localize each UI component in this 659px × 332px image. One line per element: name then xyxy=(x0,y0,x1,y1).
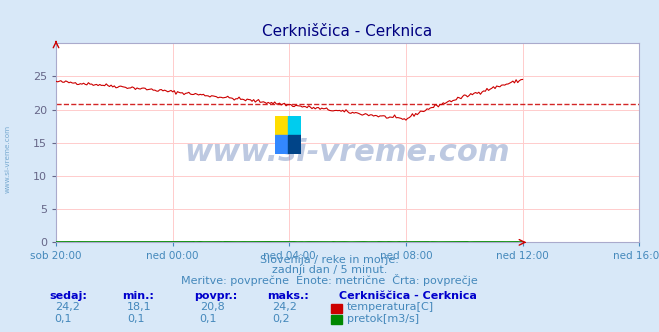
Text: www.si-vreme.com: www.si-vreme.com xyxy=(5,125,11,194)
Title: Cerkniščica - Cerknica: Cerkniščica - Cerknica xyxy=(262,24,433,39)
Text: 24,2: 24,2 xyxy=(272,302,297,312)
Text: 24,2: 24,2 xyxy=(55,302,80,312)
Text: 0,1: 0,1 xyxy=(127,314,145,324)
Bar xyxy=(275,135,288,154)
Text: Meritve: povprečne  Enote: metrične  Črta: povprečje: Meritve: povprečne Enote: metrične Črta:… xyxy=(181,274,478,286)
Bar xyxy=(288,135,301,154)
Text: 0,2: 0,2 xyxy=(272,314,290,324)
Text: pretok[m3/s]: pretok[m3/s] xyxy=(347,314,418,324)
Text: temperatura[C]: temperatura[C] xyxy=(347,302,434,312)
Bar xyxy=(288,116,301,135)
Text: sedaj:: sedaj: xyxy=(49,291,87,301)
Text: povpr.:: povpr.: xyxy=(194,291,238,301)
Bar xyxy=(275,116,288,135)
Text: Slovenija / reke in morje.: Slovenija / reke in morje. xyxy=(260,255,399,265)
Text: 20,8: 20,8 xyxy=(200,302,225,312)
Text: 0,1: 0,1 xyxy=(55,314,72,324)
Text: maks.:: maks.: xyxy=(267,291,308,301)
Text: Cerkniščica - Cerknica: Cerkniščica - Cerknica xyxy=(339,291,477,301)
Text: 18,1: 18,1 xyxy=(127,302,152,312)
Text: 0,1: 0,1 xyxy=(200,314,217,324)
Text: zadnji dan / 5 minut.: zadnji dan / 5 minut. xyxy=(272,265,387,275)
Text: www.si-vreme.com: www.si-vreme.com xyxy=(185,138,511,167)
Text: min.:: min.: xyxy=(122,291,154,301)
